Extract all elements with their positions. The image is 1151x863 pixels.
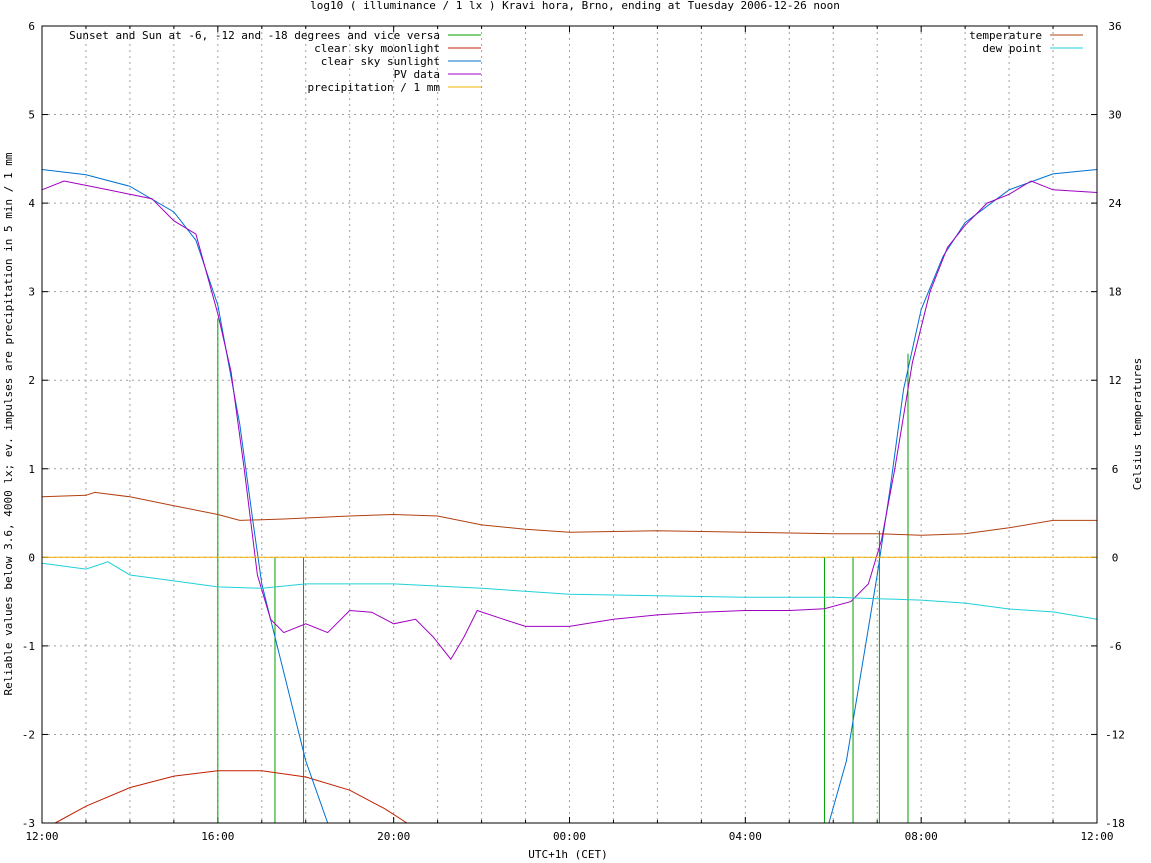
y2-axis-label: Celsius temperatures bbox=[1131, 358, 1144, 490]
series-line-clear-sky-moonlight bbox=[54, 770, 408, 824]
y2-tick-label: -18 bbox=[1105, 817, 1125, 830]
legend-left: Sunset and Sun at -6, -12 and -18 degree… bbox=[69, 29, 481, 94]
y2-tick-label: 6 bbox=[1112, 463, 1119, 476]
y-tick-label: -3 bbox=[22, 817, 35, 830]
x-tick-label: 00:00 bbox=[553, 830, 586, 843]
x-tick-label: 20:00 bbox=[377, 830, 410, 843]
y2-tick-label: 30 bbox=[1108, 109, 1121, 122]
y2-axis-ticks: -18 -12 -6 0 6 12 18 24 30 36 bbox=[1105, 20, 1125, 830]
y2-tick-label: 12 bbox=[1108, 374, 1121, 387]
y2-tick-label: 36 bbox=[1108, 20, 1121, 33]
legend-label: precipitation / 1 mm bbox=[308, 81, 441, 94]
grid-lines bbox=[42, 26, 1097, 823]
legend-label: PV data bbox=[394, 68, 440, 81]
y-tick-label: 1 bbox=[28, 463, 35, 476]
y2-tick-label: -12 bbox=[1105, 728, 1125, 741]
y-tick-label: 0 bbox=[28, 551, 35, 564]
legend-label: Sunset and Sun at -6, -12 and -18 degree… bbox=[69, 29, 440, 42]
legend-label: clear sky sunlight bbox=[321, 55, 440, 68]
y2-tick-label: -6 bbox=[1108, 640, 1121, 653]
y-tick-label: 5 bbox=[28, 109, 35, 122]
y-tick-label: 3 bbox=[28, 286, 35, 299]
y-tick-label: 4 bbox=[28, 197, 35, 210]
chart-title: log10 ( illuminance / 1 lx ) Kravi hora,… bbox=[310, 0, 840, 12]
y2-tick-label: 24 bbox=[1108, 197, 1122, 210]
legend-label: temperature bbox=[969, 29, 1042, 42]
series-line-dew-point bbox=[41, 561, 1098, 620]
y-tick-label: -1 bbox=[22, 640, 35, 653]
y2-tick-label: 18 bbox=[1108, 286, 1121, 299]
legend-label: dew point bbox=[982, 42, 1042, 55]
x-tick-label: 04:00 bbox=[729, 830, 762, 843]
y-axis-label: Reliable values below 3.6, 4000 lx; ev. … bbox=[2, 152, 15, 695]
x-tick-label: 08:00 bbox=[905, 830, 938, 843]
legend-label: clear sky moonlight bbox=[314, 42, 440, 55]
y2-tick-label: 0 bbox=[1112, 551, 1119, 564]
y-tick-label: 2 bbox=[28, 374, 35, 387]
series-line-pv-data bbox=[41, 180, 1098, 661]
x-tick-label: 12:00 bbox=[25, 830, 58, 843]
y-tick-label: 6 bbox=[28, 20, 35, 33]
y-tick-label: -2 bbox=[22, 728, 35, 741]
plot-frame bbox=[41, 25, 1098, 824]
x-tick-label: 12:00 bbox=[1080, 830, 1113, 843]
x-axis-ticks: 12:00 16:00 20:00 00:00 04:00 08:00 12:00 bbox=[25, 26, 1114, 843]
x-axis-label: UTC+1h (CET) bbox=[528, 848, 607, 861]
x-tick-label: 16:00 bbox=[201, 830, 234, 843]
series-line-temperature bbox=[41, 491, 1097, 536]
y-axis-ticks: -3 -2 -1 0 1 2 3 4 5 6 bbox=[22, 20, 1097, 830]
